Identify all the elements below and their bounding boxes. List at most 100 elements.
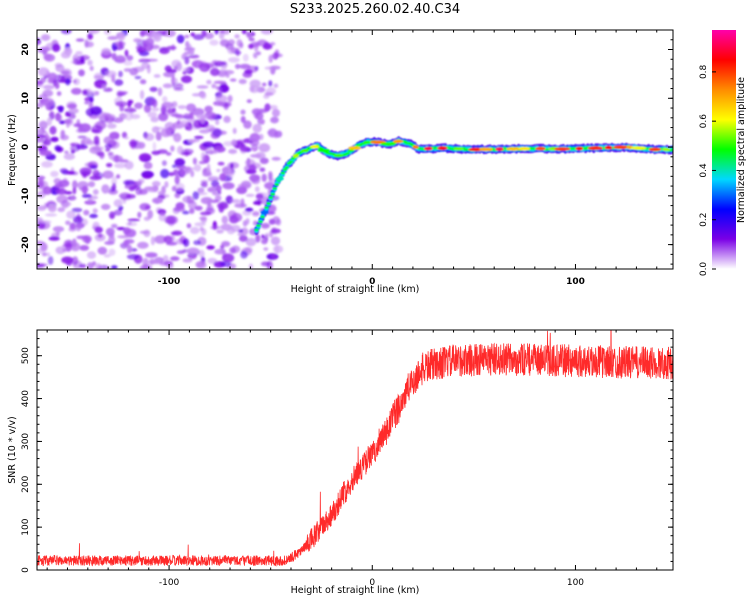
snr-panel: -100 0 100 0 100 200 300 400 500 Height of strai… [7,329,674,596]
noise-blob [240,250,248,259]
y-tick-label: -20 [21,236,31,252]
noise-blob [95,263,102,269]
noise-blob [118,70,123,78]
snr-xlabel: Height of straight line (km) [291,585,420,596]
noise-blob [83,209,90,216]
noise-blob [171,164,178,168]
noise-blob [63,153,76,160]
noise-blob [108,248,116,256]
noise-blob [114,154,120,163]
noise-blob [137,46,147,53]
noise-blob [65,220,71,226]
noise-blob [249,84,260,94]
ridge-mark [288,160,294,163]
noise-blob [92,208,98,214]
colorbar-tick-label: 0.4 [699,163,709,178]
noise-blob [200,151,206,162]
noise-blob [175,114,186,119]
ridge-mark [258,220,263,223]
noise-blob [87,197,93,202]
noise-blob [71,238,77,248]
noise-blob [216,168,221,173]
noise-blob [274,49,280,58]
noise-blob [75,51,83,55]
noise-blob [65,77,71,86]
noise-blob [47,255,54,265]
noise-blob [240,227,249,236]
noise-blob [227,210,237,219]
noise-blob [89,97,94,103]
noise-blob [250,154,262,158]
noise-blob [182,210,190,215]
noise-blob [124,112,133,121]
noise-blob [237,232,244,236]
noise-blob [228,149,238,154]
noise-blob [144,133,155,141]
x-tick-label: 0 [369,277,375,287]
x-tick-label: -100 [158,277,181,287]
noise-blob [189,208,195,215]
noise-blob [161,160,167,167]
y-tick-label: 200 [21,475,31,492]
noise-blob [78,69,85,77]
ridge-peak [662,147,671,152]
noise-blob [193,240,202,246]
noise-blob [130,141,137,150]
noise-blob [255,193,264,200]
noise-blob [186,247,199,255]
noise-blob [192,191,200,200]
noise-blob [175,202,185,210]
noise-blob [218,71,224,76]
noise-blob [112,182,117,192]
noise-blob [72,187,77,195]
noise-blob [163,194,170,198]
colorbar-tick-label: 0.8 [699,64,709,79]
noise-blob [126,55,134,61]
noise-blob [162,83,173,89]
noise-blob [213,80,227,85]
ridge-peak [630,146,647,150]
ridge-peak [424,146,433,151]
noise-blob [179,119,189,128]
noise-blob [157,87,163,97]
noise-blob [139,230,150,234]
colorbar: 0.0 0.2 0.4 0.6 0.8 Normalized spectral ampl… [699,30,747,276]
noise-blob [105,148,111,152]
noise-blob [262,43,273,50]
noise-blob [176,34,185,44]
noise-blob [273,130,280,139]
noise-blob [37,205,47,211]
noise-blob [264,66,275,70]
noise-blob [261,238,268,245]
noise-blob [270,228,281,234]
noise-blob [134,75,142,80]
noise-blob [111,223,118,229]
noise-blob [205,207,215,215]
noise-blob [116,174,121,179]
noise-blob [42,252,47,257]
noise-blob [247,65,258,73]
noise-blob [124,136,129,140]
noise-blob [255,51,262,56]
spectrogram-image [37,30,673,269]
noise-blob [51,43,61,52]
noise-blob [200,181,208,188]
noise-blob [54,145,62,152]
noise-blob [206,79,212,85]
noise-blob [235,139,247,145]
noise-blob [88,100,94,110]
noise-blobs [37,30,284,269]
noise-blob [48,72,57,81]
noise-blob [150,236,155,246]
noise-blob [44,132,49,140]
ridge-peak [380,142,396,146]
noise-blob [103,30,111,35]
noise-blob [170,256,180,261]
noise-blob [70,149,75,154]
noise-blob [199,226,204,232]
ridge-mark [349,149,355,152]
noise-blob [111,117,124,123]
ridge-peak [292,154,300,158]
noise-blob [102,170,114,179]
noise-blob [145,58,158,62]
